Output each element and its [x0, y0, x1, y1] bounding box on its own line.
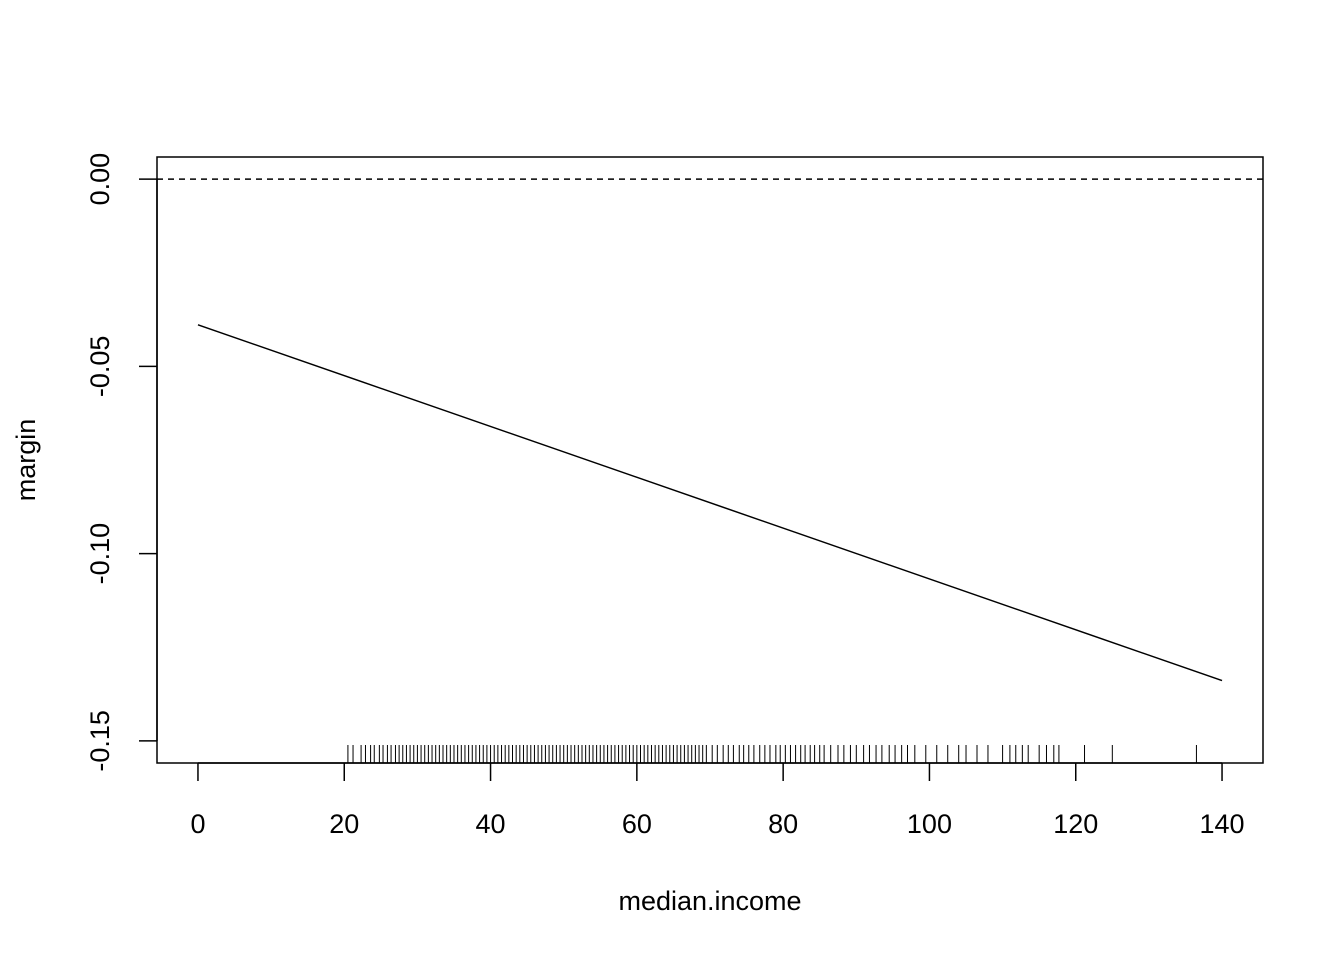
x-tick-label: 40 — [476, 809, 506, 839]
x-tick-label: 140 — [1200, 809, 1245, 839]
x-tick-label: 20 — [329, 809, 359, 839]
x-tick-label: 100 — [907, 809, 952, 839]
y-tick-label: 0.00 — [85, 153, 115, 206]
x-tick-label: 80 — [768, 809, 798, 839]
y-axis-label: margin — [11, 419, 41, 502]
y-tick-label: -0.10 — [85, 523, 115, 585]
x-tick-label: 120 — [1053, 809, 1098, 839]
y-tick-label: -0.15 — [85, 710, 115, 772]
x-tick-label: 60 — [622, 809, 652, 839]
x-tick-label: 0 — [190, 809, 205, 839]
x-axis-label: median.income — [618, 886, 801, 916]
data-line — [197, 324, 1223, 682]
plot-box — [156, 156, 1264, 764]
y-tick-label: -0.05 — [85, 336, 115, 398]
